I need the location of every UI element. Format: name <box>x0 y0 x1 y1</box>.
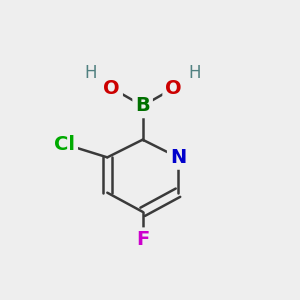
Text: N: N <box>170 148 186 167</box>
Text: H: H <box>85 64 98 82</box>
Text: O: O <box>103 79 120 98</box>
Text: B: B <box>135 96 150 115</box>
Text: O: O <box>165 79 182 98</box>
Text: F: F <box>136 230 149 249</box>
Text: H: H <box>188 64 200 82</box>
Text: Cl: Cl <box>54 135 75 154</box>
